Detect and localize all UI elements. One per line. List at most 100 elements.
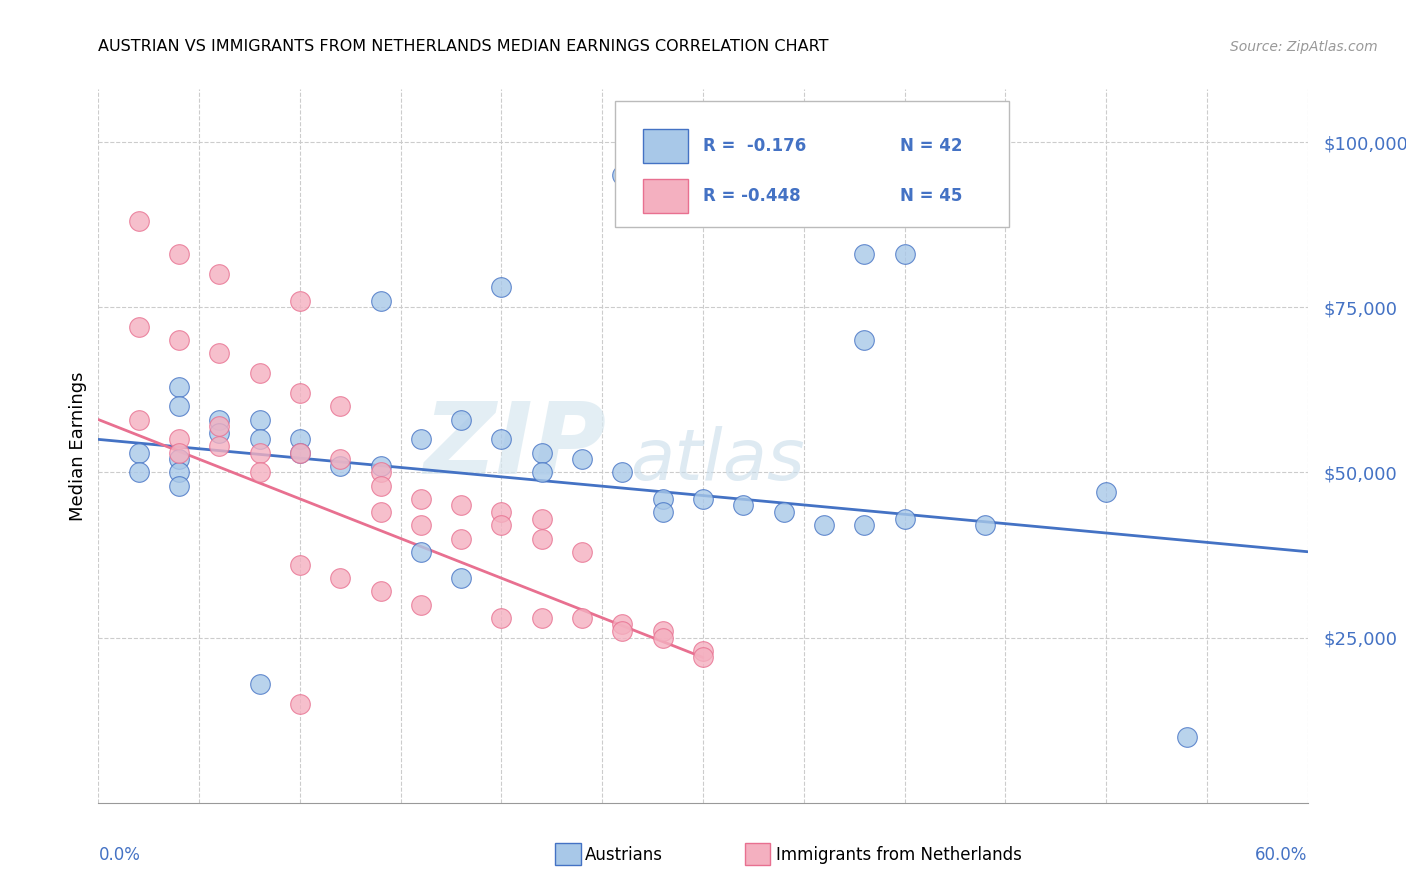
Point [167, 400, 190, 414]
Point [491, 280, 513, 294]
Point [128, 445, 150, 459]
Point [974, 518, 997, 533]
Text: atlas: atlas [630, 425, 806, 495]
Point [893, 511, 915, 525]
Point [853, 518, 876, 533]
Point [692, 491, 714, 506]
Text: R =  -0.176: R = -0.176 [703, 137, 806, 155]
Text: AUSTRIAN VS IMMIGRANTS FROM NETHERLANDS MEDIAN EARNINGS CORRELATION CHART: AUSTRIAN VS IMMIGRANTS FROM NETHERLANDS … [98, 38, 830, 54]
Point [329, 452, 352, 467]
Point [128, 466, 150, 480]
Point [409, 491, 432, 506]
Bar [643, 179, 689, 213]
Point [370, 293, 392, 308]
Y-axis label: Median Earnings: Median Earnings [69, 371, 87, 521]
Text: Source: ZipAtlas.com: Source: ZipAtlas.com [1230, 39, 1378, 54]
Point [208, 419, 231, 434]
Point [249, 433, 271, 447]
Point [409, 545, 432, 559]
Point [651, 631, 673, 645]
Text: R = -0.448: R = -0.448 [703, 187, 800, 205]
Point [208, 412, 231, 426]
Point [167, 452, 190, 467]
Point [288, 697, 311, 711]
Point [370, 505, 392, 519]
Point [612, 466, 634, 480]
Point [288, 293, 311, 308]
Point [612, 624, 634, 638]
Point [530, 466, 553, 480]
Text: Immigrants from Netherlands: Immigrants from Netherlands [776, 846, 1022, 863]
Point [491, 518, 513, 533]
Point [530, 532, 553, 546]
Point [409, 433, 432, 447]
Point [167, 466, 190, 480]
Point [249, 466, 271, 480]
Point [893, 247, 915, 261]
Text: ZIP: ZIP [423, 398, 606, 494]
Point [288, 433, 311, 447]
FancyBboxPatch shape [614, 102, 1010, 227]
Point [370, 478, 392, 492]
Point [167, 333, 190, 347]
Text: 60.0%: 60.0% [1256, 846, 1308, 863]
Point [249, 445, 271, 459]
Point [167, 433, 190, 447]
Point [208, 425, 231, 440]
Point [167, 478, 190, 492]
Point [651, 505, 673, 519]
Bar [643, 129, 689, 163]
Point [249, 412, 271, 426]
Point [733, 499, 755, 513]
Text: N = 42: N = 42 [900, 137, 963, 155]
Point [370, 466, 392, 480]
Text: 0.0%: 0.0% [98, 846, 141, 863]
Point [450, 499, 472, 513]
Point [249, 367, 271, 381]
Point [329, 571, 352, 585]
Point [530, 445, 553, 459]
Text: Austrians: Austrians [585, 846, 662, 863]
Point [370, 584, 392, 599]
Point [813, 518, 835, 533]
Point [651, 624, 673, 638]
Point [167, 247, 190, 261]
Point [370, 458, 392, 473]
Point [288, 558, 311, 572]
Point [249, 677, 271, 691]
Point [692, 644, 714, 658]
Point [208, 267, 231, 281]
Point [128, 320, 150, 334]
Point [1175, 730, 1198, 744]
Point [1095, 485, 1118, 500]
Point [208, 439, 231, 453]
Point [329, 458, 352, 473]
Point [128, 412, 150, 426]
Point [409, 598, 432, 612]
Point [450, 532, 472, 546]
Point [491, 505, 513, 519]
Point [167, 379, 190, 393]
Point [409, 518, 432, 533]
Point [450, 412, 472, 426]
Point [853, 247, 876, 261]
Point [772, 505, 794, 519]
Point [571, 611, 593, 625]
Point [128, 214, 150, 228]
Point [530, 611, 553, 625]
Point [571, 452, 593, 467]
Point [288, 386, 311, 401]
Point [612, 168, 634, 182]
Point [571, 545, 593, 559]
Point [853, 333, 876, 347]
Point [167, 445, 190, 459]
Point [329, 400, 352, 414]
Point [208, 346, 231, 360]
Point [491, 433, 513, 447]
Point [450, 571, 472, 585]
Text: N = 45: N = 45 [900, 187, 963, 205]
Point [530, 511, 553, 525]
Point [288, 445, 311, 459]
Point [491, 611, 513, 625]
Point [288, 445, 311, 459]
